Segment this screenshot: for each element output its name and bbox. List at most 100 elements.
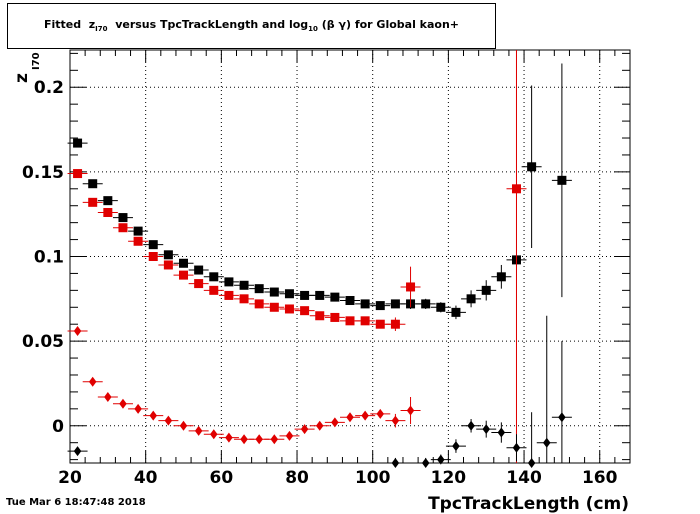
data-point-square bbox=[118, 213, 128, 223]
data-point-diamond bbox=[331, 417, 339, 428]
data-point-diamond bbox=[194, 425, 203, 436]
data-point-square bbox=[557, 175, 567, 185]
y-tick-label: 0 bbox=[52, 417, 64, 437]
data-point-diamond bbox=[391, 458, 400, 468]
data-point-square bbox=[73, 169, 83, 179]
title-suffix: (β γ) for Global kaon+ bbox=[321, 18, 460, 31]
x-tick-label: 140 bbox=[506, 468, 542, 488]
y-axis-title-z: z bbox=[12, 73, 32, 83]
data-point-square bbox=[148, 252, 158, 261]
data-point-square bbox=[194, 265, 204, 275]
data-point-square bbox=[88, 197, 98, 207]
x-axis-title: TpcTrackLength (cm) bbox=[428, 494, 629, 514]
data-point-diamond bbox=[315, 420, 324, 431]
data-point-diamond bbox=[391, 415, 400, 426]
data-point-diamond bbox=[376, 408, 385, 419]
x-tick-label: 60 bbox=[210, 468, 234, 488]
data-point-diamond bbox=[119, 398, 127, 409]
data-point-diamond bbox=[164, 415, 173, 426]
data-point-diamond bbox=[543, 437, 551, 448]
data-point-diamond bbox=[270, 434, 279, 445]
data-points bbox=[67, 50, 572, 468]
y-tick-label: 0.1 bbox=[34, 248, 64, 268]
data-point-square bbox=[390, 319, 400, 329]
data-point-square bbox=[284, 289, 294, 299]
data-point-diamond bbox=[149, 410, 157, 421]
data-point-diamond bbox=[134, 403, 142, 414]
data-point-diamond bbox=[421, 458, 430, 468]
title-z: z bbox=[88, 18, 96, 31]
data-point-square bbox=[330, 292, 340, 302]
data-point-square bbox=[209, 285, 219, 295]
data-point-square bbox=[88, 179, 98, 189]
title-log-sub: 10 bbox=[308, 25, 318, 34]
data-point-square bbox=[224, 290, 234, 300]
data-point-square bbox=[148, 240, 158, 250]
x-tick-label: 160 bbox=[582, 468, 618, 488]
data-point-square bbox=[239, 280, 249, 290]
data-point-square bbox=[284, 304, 294, 314]
data-point-square bbox=[239, 294, 249, 304]
data-point-square bbox=[254, 299, 264, 309]
y-tick-label: 0.05 bbox=[22, 332, 64, 352]
title-mid: versus TpcTrackLength and log bbox=[115, 18, 309, 31]
data-point-diamond bbox=[285, 430, 294, 441]
data-point-square bbox=[118, 223, 128, 233]
data-point-square bbox=[209, 272, 219, 282]
timestamp: Tue Mar 6 18:47:48 2018 bbox=[6, 497, 146, 508]
y-tick-label: 0.2 bbox=[34, 78, 64, 98]
data-point-square bbox=[360, 299, 370, 309]
data-point-diamond bbox=[452, 441, 460, 452]
x-tick-label: 20 bbox=[58, 468, 82, 488]
chart-title-box: Fitted zI70 versus TpcTrackLength and lo… bbox=[7, 3, 496, 49]
data-point-square bbox=[390, 299, 400, 309]
data-point-square bbox=[179, 270, 189, 280]
data-point-diamond bbox=[300, 424, 309, 435]
data-point-diamond bbox=[361, 410, 369, 421]
data-point-square bbox=[269, 287, 279, 297]
data-point-diamond bbox=[88, 376, 97, 387]
data-point-diamond bbox=[210, 429, 218, 440]
data-point-square bbox=[496, 272, 506, 282]
data-point-square bbox=[163, 260, 173, 270]
x-tick-label: 80 bbox=[285, 468, 309, 488]
data-point-square bbox=[330, 312, 340, 322]
data-point-square bbox=[133, 226, 143, 236]
data-point-square bbox=[103, 196, 113, 206]
title-prefix: Fitted bbox=[43, 18, 82, 31]
data-point-square bbox=[375, 319, 385, 329]
data-point-square bbox=[269, 302, 279, 312]
data-point-square bbox=[103, 207, 113, 217]
data-point-diamond bbox=[527, 458, 536, 468]
data-point-square bbox=[406, 282, 416, 292]
data-point-diamond bbox=[512, 442, 521, 453]
data-point-square bbox=[300, 306, 310, 316]
x-tick-label: 100 bbox=[355, 468, 391, 488]
data-point-diamond bbox=[346, 412, 354, 423]
y-axis-title-sub: I70 bbox=[31, 52, 42, 70]
data-point-diamond bbox=[225, 432, 233, 443]
data-point-square bbox=[466, 294, 476, 304]
title-z-sub: I70 bbox=[95, 25, 108, 34]
data-point-square bbox=[375, 301, 385, 311]
y-tick-label: 0.15 bbox=[22, 163, 64, 183]
axis-ticks: 20 40 60 80 100 120 140 160 0 0.05 0.1 0.15 0.2 bbox=[22, 50, 630, 488]
data-point-diamond bbox=[497, 427, 506, 438]
data-point-square bbox=[527, 162, 537, 172]
data-point-square bbox=[194, 279, 204, 289]
data-point-diamond bbox=[467, 420, 475, 431]
data-point-diamond bbox=[437, 454, 445, 465]
data-point-diamond bbox=[73, 446, 82, 457]
x-tick-label: 40 bbox=[134, 468, 158, 488]
data-point-square bbox=[300, 290, 310, 300]
data-point-square bbox=[511, 184, 521, 194]
data-point-square bbox=[345, 316, 355, 326]
data-point-diamond bbox=[179, 420, 188, 431]
data-point-square bbox=[436, 302, 446, 312]
data-point-diamond bbox=[240, 434, 248, 445]
data-point-square bbox=[254, 284, 264, 294]
data-point-square bbox=[315, 311, 325, 321]
data-point-square bbox=[133, 236, 143, 246]
data-point-square bbox=[179, 258, 189, 268]
